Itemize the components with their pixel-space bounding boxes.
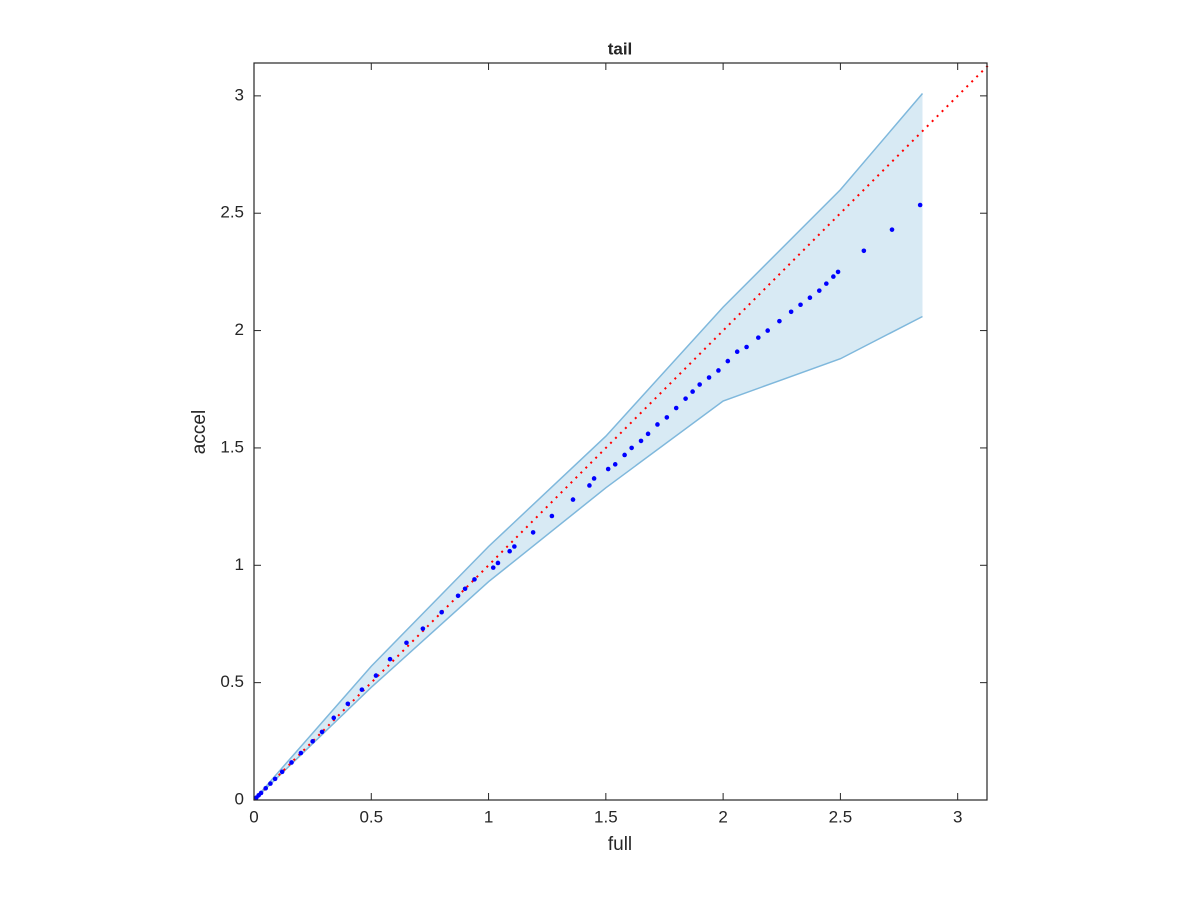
point	[861, 248, 867, 254]
point	[272, 776, 278, 782]
x-axis-label: full	[608, 834, 632, 855]
point	[331, 715, 337, 721]
point	[716, 368, 721, 373]
reference-line	[253, 64, 989, 801]
point	[807, 295, 813, 301]
point	[279, 769, 285, 775]
point	[490, 565, 496, 570]
point	[638, 438, 644, 444]
point	[629, 445, 634, 451]
x-tick-label: 2	[718, 807, 727, 826]
point	[289, 760, 294, 765]
y-tick-label: 2	[235, 320, 244, 339]
band-upper	[253, 93, 924, 801]
point	[824, 281, 829, 286]
point	[788, 309, 794, 315]
point	[683, 396, 688, 401]
chart-title: tail	[608, 39, 633, 58]
point	[530, 530, 536, 535]
point	[664, 415, 670, 420]
point	[439, 609, 444, 615]
point	[404, 640, 409, 646]
point	[359, 687, 365, 692]
x-tick-label: 1.5	[594, 807, 618, 826]
point	[765, 328, 770, 333]
point	[298, 750, 304, 756]
point	[673, 405, 679, 411]
point	[268, 781, 273, 786]
point	[587, 483, 592, 488]
point	[605, 466, 611, 472]
confidence-band	[254, 93, 923, 800]
point	[591, 476, 597, 481]
point	[831, 274, 836, 279]
y-tick-label: 0.5	[220, 672, 244, 691]
point	[889, 227, 895, 232]
y-axis-label: accel	[189, 410, 210, 454]
plot-frame	[253, 62, 988, 801]
x-tick-label: 2.5	[829, 807, 853, 826]
point	[622, 452, 627, 458]
x-tick-label: 0.5	[359, 807, 383, 826]
point	[645, 431, 651, 437]
point	[512, 544, 517, 549]
point	[495, 560, 501, 566]
x-tick-label: 3	[953, 807, 962, 826]
point	[472, 577, 477, 582]
point	[507, 548, 512, 554]
y-tick-label: 1.5	[220, 437, 244, 456]
point	[725, 358, 731, 364]
point	[420, 626, 426, 631]
point	[549, 513, 555, 519]
point	[310, 739, 315, 744]
point	[263, 785, 269, 791]
y-tick-label: 0	[235, 789, 244, 808]
point	[462, 586, 468, 592]
point	[258, 790, 264, 796]
point	[734, 349, 740, 354]
point	[706, 375, 712, 380]
y-tick-label: 1	[235, 555, 244, 574]
point	[387, 656, 393, 662]
point	[835, 269, 841, 275]
point	[756, 335, 761, 340]
y-tick-label: 3	[235, 85, 244, 104]
point	[345, 701, 351, 707]
point	[612, 462, 618, 467]
point	[917, 202, 923, 208]
x-tick-label: 1	[484, 807, 493, 826]
point	[373, 673, 379, 678]
band-lower	[253, 315, 923, 801]
y-tick-label: 2.5	[220, 203, 244, 222]
point	[697, 382, 702, 387]
point	[798, 302, 803, 308]
point	[655, 422, 660, 427]
point	[690, 389, 695, 394]
point	[455, 593, 461, 599]
x-tick-label: 0	[249, 807, 258, 826]
point	[816, 288, 822, 293]
point	[777, 318, 782, 324]
point	[744, 344, 749, 350]
point	[570, 497, 576, 502]
point	[319, 729, 325, 735]
